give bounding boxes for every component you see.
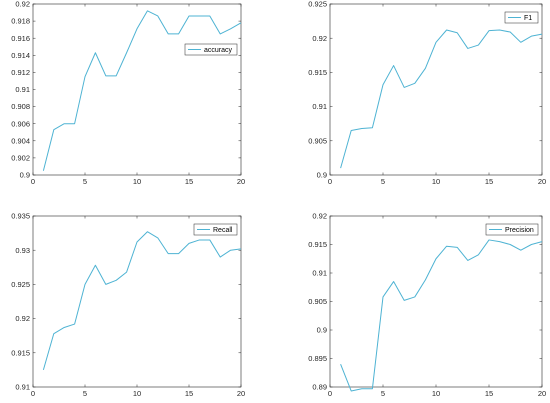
legend-label: accuracy — [204, 47, 233, 54]
x-tick-label: 5 — [83, 389, 87, 398]
series-line-recall — [42, 231, 242, 371]
x-tick-label: 5 — [381, 177, 385, 186]
x-tick-label: 10 — [432, 177, 440, 186]
legend-box — [193, 223, 238, 236]
x-tick-label: 20 — [237, 389, 245, 398]
y-tick-label: 0.89 — [312, 383, 327, 392]
y-tick-label: 0.915 — [308, 68, 327, 77]
subplot-1: 0 5 10 15 20 0.9 0.902 0.904 0.906 0.908 0.91 0.912… — [11, 0, 245, 186]
y-tick-label: 0.915 — [308, 240, 327, 249]
y-tick-label: 0.906 — [11, 119, 30, 128]
y-tick-label: 0.92 — [15, 314, 30, 323]
legend-box — [485, 223, 539, 236]
x-tick-label: 20 — [538, 177, 546, 186]
y-tick-label: 0.908 — [11, 102, 30, 111]
y-tick-label: 0.93 — [15, 246, 30, 255]
y-tick-label: 0.902 — [11, 154, 30, 163]
legend: Precision — [485, 223, 539, 236]
y-tick-label: 0.905 — [308, 136, 327, 145]
subplot-2: 0 5 10 15 20 0.9 0.905 0.91 0.915 0.92 0.925 F1 — [308, 0, 546, 186]
legend: Recall — [193, 223, 238, 236]
y-tick-label: 0.9 — [317, 171, 327, 180]
y-tick-label: 0.91 — [15, 383, 30, 392]
legend: accuracy — [184, 43, 238, 56]
y-tick-label: 0.91 — [312, 102, 327, 111]
x-tick-label: 15 — [185, 389, 193, 398]
legend-label: Precision — [505, 227, 534, 234]
x-tick-label: 10 — [133, 177, 141, 186]
y-tick-label: 0.916 — [11, 34, 30, 43]
x-tick-label: 15 — [185, 177, 193, 186]
y-tick-label: 0.92 — [312, 212, 327, 221]
y-tick-label: 0.918 — [11, 17, 30, 26]
x-tick-label: 0 — [328, 389, 332, 398]
legend-label: Recall — [213, 227, 233, 234]
x-tick-label: 0 — [31, 177, 35, 186]
axes-box — [329, 3, 543, 176]
x-tick-label: 15 — [485, 389, 493, 398]
y-tick-label: 0.925 — [308, 0, 327, 9]
series-line-precision — [340, 239, 543, 392]
y-tick-label: 0.9 — [317, 326, 327, 335]
series-line-accuracy — [42, 10, 242, 171]
y-tick-label: 0.9 — [20, 171, 30, 180]
y-tick-label: 0.92 — [312, 34, 327, 43]
legend-box — [504, 11, 539, 24]
x-tick-label: 20 — [237, 177, 245, 186]
x-tick-label: 20 — [538, 389, 546, 398]
legend: F1 — [504, 11, 539, 24]
y-tick-label: 0.915 — [11, 348, 30, 357]
axes-box — [329, 215, 543, 388]
y-tick-label: 0.895 — [308, 354, 327, 363]
legend-box — [184, 43, 238, 56]
y-tick-label: 0.925 — [11, 280, 30, 289]
y-tick-label: 0.91 — [15, 85, 30, 94]
x-tick-label: 10 — [133, 389, 141, 398]
y-tick-label: 0.914 — [11, 51, 30, 60]
x-tick-label: 0 — [328, 177, 332, 186]
y-tick-label: 0.91 — [312, 269, 327, 278]
x-tick-label: 0 — [31, 389, 35, 398]
x-tick-label: 5 — [83, 177, 87, 186]
y-tick-label: 0.912 — [11, 68, 30, 77]
subplot-3: 0 5 10 15 20 0.91 0.915 0.92 0.925 0.93 0.935 Recal… — [11, 212, 245, 398]
x-tick-label: 5 — [381, 389, 385, 398]
y-tick-label: 0.935 — [11, 212, 30, 221]
subplot-4: 0 5 10 15 20 0.89 0.895 0.9 0.905 0.91 0.915 0.92 Pr… — [308, 212, 546, 398]
x-tick-label: 10 — [432, 389, 440, 398]
y-tick-label: 0.905 — [308, 297, 327, 306]
y-tick-label: 0.904 — [11, 136, 30, 145]
y-tick-label: 0.92 — [15, 0, 30, 9]
x-tick-label: 15 — [485, 177, 493, 186]
legend-label: F1 — [524, 15, 532, 22]
series-line-f1 — [340, 29, 543, 169]
